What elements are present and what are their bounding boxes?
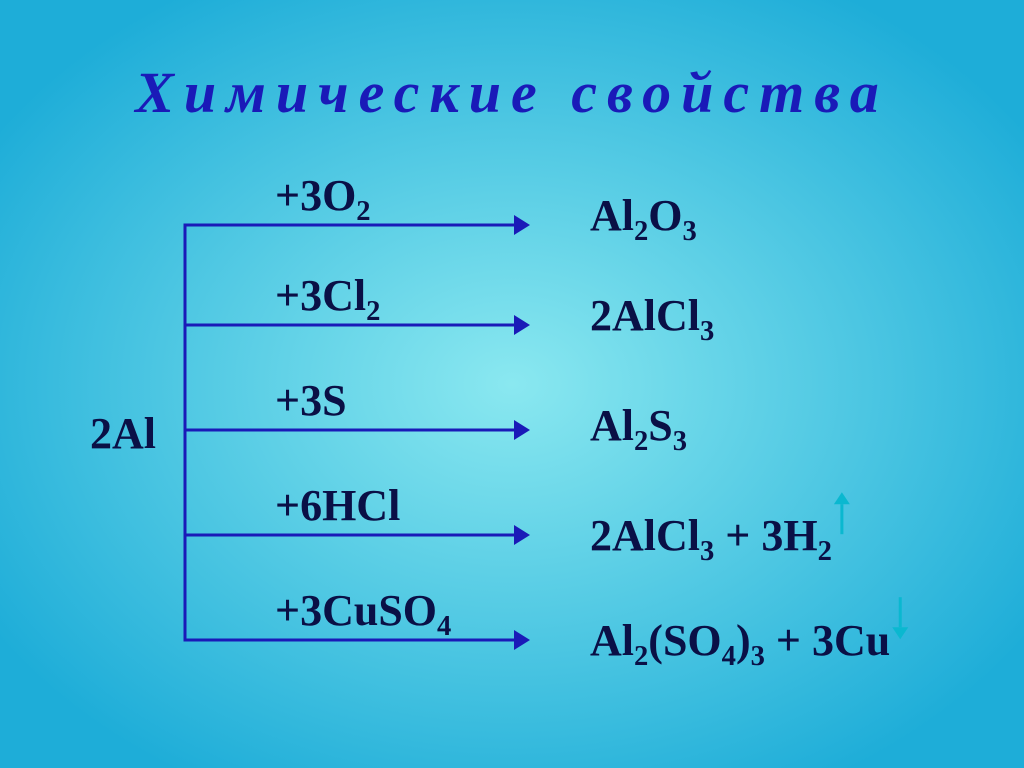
slide-title: Химические свойства [0, 59, 1024, 126]
slide: Химические свойства 2Al +3O2 Al2O3 +3Cl2 2A… [0, 0, 1024, 768]
reagent-label: +3S [275, 375, 347, 426]
start-label: 2Al [90, 408, 156, 459]
reagent-label: +6HCl [275, 480, 400, 531]
reagent-label: +3CuSO4 [275, 585, 451, 636]
product-label: Al2(SO4)3 + 3Cu [590, 615, 890, 666]
reagent-label: +3O2 [275, 170, 371, 221]
reagent-label: +3Cl2 [275, 270, 380, 321]
product-label: 2AlCl3 + 3H2 [590, 510, 832, 561]
product-label: Al2S3 [590, 400, 687, 451]
product-label: 2AlCl3 [590, 290, 714, 341]
product-label: Al2O3 [590, 190, 697, 241]
